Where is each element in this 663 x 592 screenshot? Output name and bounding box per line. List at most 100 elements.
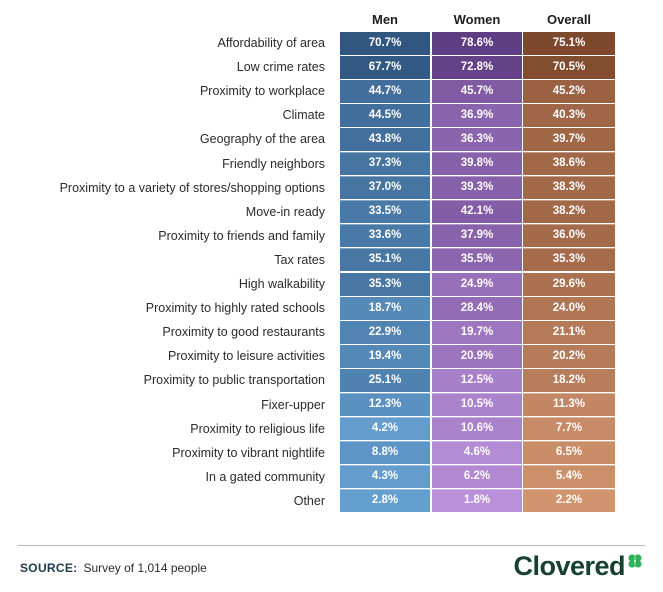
row-label: Proximity to a variety of stores/shoppin… [59,180,325,195]
cell-men: 25.1% [340,368,430,392]
cell-men: 43.8% [340,127,430,151]
cell-men: 33.6% [340,224,430,248]
cell-overall: 70.5% [523,55,615,79]
row-separator [340,320,615,322]
row-label: Affordability of area [217,36,325,50]
cell-overall: 40.3% [523,103,615,127]
row-separator [340,55,615,57]
cell-men: 2.8% [340,489,430,513]
cell-overall: 2.2% [523,489,615,513]
cell-women: 39.8% [432,152,522,175]
row-separator [340,127,615,129]
row-label: Fixer-upper [261,397,325,412]
cell-women: 20.9% [432,344,522,368]
cell-women: 72.8% [432,55,522,79]
cell-women: 42.1% [432,200,522,224]
row-label: Geography of the area [199,132,325,147]
cell-women: 36.9% [432,103,522,127]
cell-men: 22.9% [340,320,430,344]
cell-overall: 11.3% [523,393,615,416]
row-separator [340,416,615,418]
cell-women: 36.3% [432,127,522,151]
row-separator [340,103,615,105]
cell-overall: 39.7% [523,127,615,151]
row-separator [340,344,615,346]
cell-women: 37.9% [432,224,522,248]
row-label: Other [293,493,325,508]
source-text: Survey of 1,014 people [83,561,207,575]
row-label: High walkability [238,277,325,291]
row-label: Proximity to religious life [190,421,325,436]
row-separator [340,223,615,225]
cell-overall: 38.3% [523,176,615,200]
row-separator [340,151,615,153]
cell-women: 39.3% [432,176,522,200]
row-separator [340,440,615,442]
cell-overall: 5.4% [523,465,615,489]
row-separator [340,368,615,370]
row-label: Proximity to good restaurants [162,325,325,340]
cell-women: 10.5% [432,393,522,416]
cell-men: 12.3% [340,393,430,416]
cell-overall: 24.0% [523,296,615,320]
row-label: Proximity to vibrant nightlife [172,445,325,460]
heatmap-table: Men Women Overall Affordability of area 70.7… [59,12,615,513]
cell-women: 45.7% [432,79,522,103]
cell-men: 70.7% [340,31,430,55]
cell-women: 24.9% [432,272,522,296]
row-separator [340,247,615,249]
cell-men: 19.4% [340,344,430,368]
cell-men: 18.7% [340,296,430,320]
cell-overall: 6.5% [523,441,615,465]
cell-overall: 21.1% [523,320,615,344]
column-header-overall: Overall [546,12,592,27]
row-label: In a gated community [205,469,325,484]
cell-overall: 45.2% [523,79,615,103]
cell-overall: 75.1% [523,31,615,55]
row-separator [340,79,615,81]
row-label: Proximity to friends and family [158,228,325,243]
row-separator [340,464,615,466]
row-separator [340,392,615,394]
cell-women: 19.7% [432,320,522,344]
cell-women: 28.4% [432,296,522,320]
cell-women: 4.6% [432,441,522,465]
row-separator [340,296,615,298]
clovered-logo: Clovered [513,551,643,582]
cell-overall: 18.2% [523,368,615,392]
logo-text: Clovered [513,551,625,581]
cell-women: 10.6% [432,417,522,441]
row-separator [340,175,615,177]
cell-women: 12.5% [432,368,522,392]
cell-overall: 35.3% [523,248,615,272]
cell-men: 8.8% [340,441,430,465]
cell-overall: 29.6% [523,272,615,296]
row-label: Low crime rates [236,60,325,75]
source-label: SOURCE: [20,561,78,575]
source-note: SOURCE: Survey of 1,014 people [20,561,207,575]
cell-men: 4.3% [340,465,430,489]
column-header-women: Women [453,12,501,27]
footer-divider [18,545,645,546]
row-label: Proximity to workplace [199,84,325,99]
row-label: Move-in ready [245,204,325,219]
cell-men: 44.5% [340,103,430,127]
row-label: Climate [282,108,325,123]
row-separator [340,272,615,273]
cell-women: 78.6% [432,31,522,55]
cell-overall: 38.6% [523,152,615,175]
cell-men: 67.7% [340,55,430,79]
cell-men: 35.1% [340,248,430,272]
cell-men: 4.2% [340,417,430,441]
row-separator [340,488,615,490]
row-label: Friendly neighbors [222,156,325,171]
cell-women: 35.5% [432,248,522,272]
row-label: Proximity to leisure activities [168,349,325,364]
row-label: Tax rates [274,252,325,267]
column-header-men: Men [372,12,398,27]
cell-women: 1.8% [432,489,522,513]
cell-men: 44.7% [340,79,430,103]
row-separator [340,199,615,201]
cell-women: 6.2% [432,465,522,489]
cell-men: 37.0% [340,176,430,200]
